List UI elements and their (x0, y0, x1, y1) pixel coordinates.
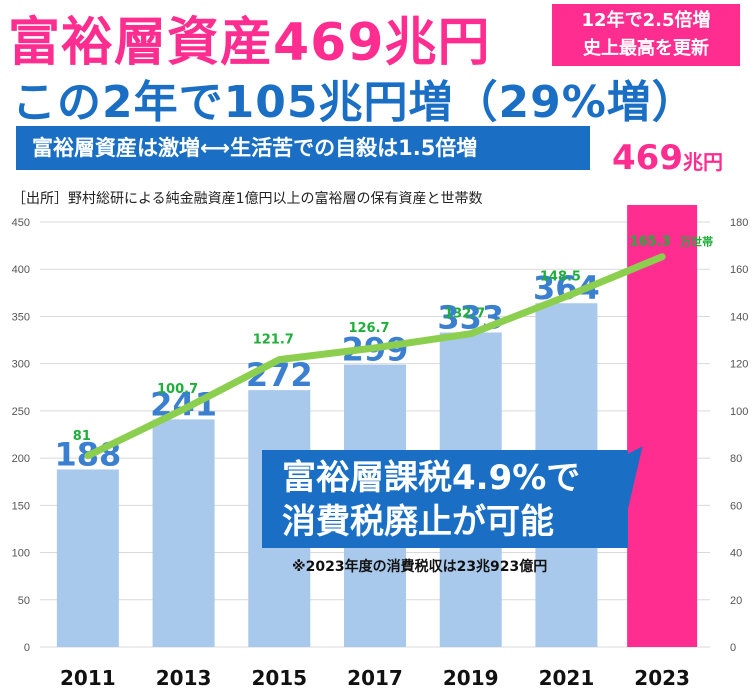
subhead: この2年で105兆円増（29%増） (12, 77, 697, 128)
line-value-label: 81 (73, 429, 91, 444)
line-value-label: 126.7 (348, 321, 389, 336)
y-right-tick-label: 160 (730, 264, 748, 276)
y-right-tick-label: 120 (730, 359, 748, 371)
y-left-tick-label: 0 (24, 642, 30, 654)
y-left-tick-label: 300 (12, 359, 30, 371)
x-tick-label: 2021 (539, 666, 595, 690)
x-tick-label: 2023 (634, 666, 690, 690)
x-tick-label: 2017 (347, 666, 403, 690)
total-number: 469 (612, 138, 683, 178)
y-right-tick-label: 20 (730, 595, 742, 607)
source-note: ［出所］野村総研による純金融資産1億円以上の富裕層の保有資産と世帯数 (12, 191, 483, 207)
y-right-tick-label: 80 (730, 453, 742, 465)
line-value-label: 148.5 (540, 269, 581, 284)
y-right-tick-label: 100 (730, 406, 748, 418)
headline: 富裕層資産469兆円 (8, 13, 491, 73)
x-tick-label: 2013 (156, 666, 212, 690)
x-tick-label: 2019 (443, 666, 499, 690)
y-left-tick-label: 250 (12, 406, 30, 418)
banner: 富裕層資産は激増⟷生活苦での自殺は1.5倍増 (16, 126, 590, 170)
total-unit: 兆円 (682, 150, 723, 174)
y-right-tick-label: 140 (730, 311, 748, 323)
footnote: ※2023年度の消費税収は23兆923億円 (292, 559, 548, 575)
callout-line-1: 富裕層課税4.9%で (282, 458, 581, 498)
x-tick-label: 2015 (251, 666, 307, 690)
y-right-tick-label: 40 (730, 548, 742, 560)
y-left-tick-label: 400 (12, 264, 30, 276)
badge-line-1: 12年で2.5倍増 (581, 10, 711, 31)
y-left-tick-label: 100 (12, 548, 30, 560)
total-label: 469兆円 (612, 138, 723, 178)
y-left-tick-label: 350 (12, 311, 30, 323)
y-left-tick-label: 450 (12, 217, 30, 229)
bar (627, 205, 698, 647)
series-line (84, 253, 666, 460)
line-value-label: 165.3 (630, 235, 671, 250)
y-right-tick-label: 60 (730, 500, 742, 512)
line-value-label: 121.7 (253, 333, 294, 348)
badge-line-2: 史上最高を更新 (583, 38, 709, 59)
y-right-tick-label: 180 (730, 217, 748, 229)
y-left-tick-label: 150 (12, 500, 30, 512)
callout-box: 富裕層課税4.9%で 消費税廃止が可能 (262, 450, 628, 548)
x-tick-label: 2011 (60, 666, 116, 690)
line-value-label: 100.7 (157, 382, 198, 397)
y-left-tick-label: 50 (18, 595, 30, 607)
y-right-tick-label: 0 (730, 642, 736, 654)
line-value-label: 132.7 (444, 307, 485, 322)
bar (152, 419, 215, 647)
badge: 12年で2.5倍増 史上最高を更新 (552, 4, 740, 66)
bar (56, 469, 119, 647)
callout-line-2: 消費税廃止が可能 (282, 502, 554, 542)
y-left-tick-label: 200 (12, 453, 30, 465)
line-value-unit: 万世帯 (679, 235, 713, 249)
